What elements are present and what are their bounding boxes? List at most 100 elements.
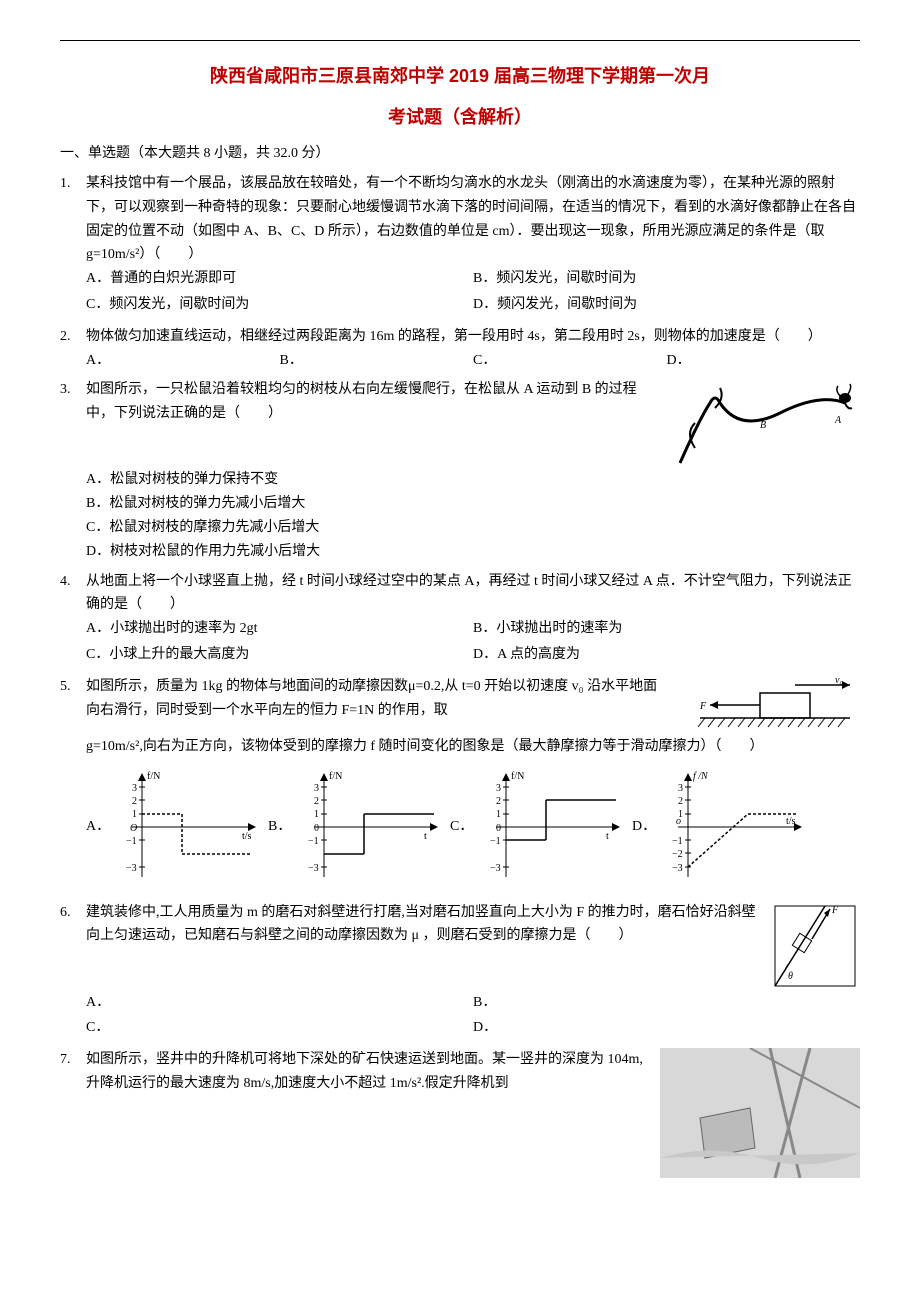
svg-text:3: 3 [132, 783, 137, 794]
q5-text2: g=10m/s²,向右为正方向，该物体受到的摩擦力 f 随时间变化的图象是（最大… [86, 735, 860, 759]
q5-chart-b-icon: f/N t 3 2 1 0 −1 −3 [294, 767, 444, 887]
svg-text:F: F [831, 905, 839, 916]
svg-text:−3: −3 [672, 863, 683, 874]
q4-opt-c: C．小球上升的最大高度为 [86, 643, 473, 667]
svg-text:−1: −1 [308, 836, 319, 847]
question-5: 5. 如图所示，质量为 1kg 的物体与地面间的动摩擦因数μ=0.2,从 t=0… [60, 675, 860, 895]
q5-opt-c: C． [450, 815, 470, 839]
question-4: 4. 从地面上将一个小球竖直上抛，经 t 时间小球经过空中的某点 A，再经过 t… [60, 570, 860, 669]
q3-opt-d: D．树枝对松鼠的作用力先减小后增大 [86, 540, 860, 564]
svg-text:F: F [699, 701, 707, 712]
question-1: 1. 某科技馆中有一个展品，该展品放在较暗处，有一个不断均匀滴水的水龙头（刚滴出… [60, 172, 860, 319]
q4-opt-d: D．A 点的高度为 [473, 643, 860, 667]
q4-text: 从地面上将一个小球竖直上抛，经 t 时间小球经过空中的某点 A，再经过 t 时间… [86, 570, 860, 618]
q2-opt-d: D． [667, 349, 861, 373]
q5-chart-d-icon: f /N t/s 3 2 1 o −1 −2 −3 [658, 767, 808, 887]
svg-text:−3: −3 [308, 863, 319, 874]
q6-opt-a: A． [86, 991, 473, 1015]
svg-text:f/N: f/N [511, 771, 524, 782]
q7-number: 7. [60, 1048, 86, 1072]
svg-text:3: 3 [678, 783, 683, 794]
svg-text:0: 0 [314, 823, 319, 834]
q3-opt-c: C．松鼠对树枝的摩擦力先减小后增大 [86, 516, 860, 540]
svg-text:−3: −3 [490, 863, 501, 874]
q6-text: 建筑装修中,工人用质量为 m 的磨石对斜壁进行打磨,当对磨石加竖直向上大小为 F… [86, 901, 760, 991]
q1-opt-b: B．频闪发光，间歇时间为 [473, 267, 860, 291]
doc-title-1: 陕西省咸阳市三原县南郊中学 2019 届高三物理下学期第一次月 [60, 61, 860, 92]
svg-text:−1: −1 [490, 836, 501, 847]
q6-figure-icon: F θ [770, 901, 860, 991]
svg-text:f/N: f/N [147, 771, 160, 782]
svg-text:3: 3 [496, 783, 501, 794]
q5-text1: 如图所示，质量为 1kg 的物体与地面间的动摩擦因数μ=0.2,从 t=0 开始… [86, 675, 670, 735]
svg-text:1: 1 [314, 809, 319, 820]
q4-opt-b: B．小球抛出时的速率为 [473, 617, 860, 641]
q3-figure-icon: B A [660, 378, 860, 468]
svg-text:v₀: v₀ [835, 675, 843, 686]
svg-text:θ: θ [788, 971, 793, 982]
svg-text:t/s: t/s [242, 831, 252, 842]
q5-number: 5. [60, 675, 86, 699]
q5-chart-c-icon: f/N t 3 2 1 0 −1 −3 [476, 767, 626, 887]
q2-opt-a: A． [86, 349, 280, 373]
question-7: 7. 如图所示，竖井中的升降机可将地下深处的矿石快速运送到地面。某一竖井的深度为… [60, 1048, 860, 1178]
svg-text:o: o [676, 816, 681, 827]
question-6: 6. 建筑装修中,工人用质量为 m 的磨石对斜壁进行打磨,当对磨石加竖直向上大小… [60, 901, 860, 1043]
q1-opt-d: D．频闪发光，间歇时间为 [473, 293, 860, 317]
svg-text:t: t [606, 831, 609, 842]
q4-opt-a: A．小球抛出时的速率为 2gt [86, 617, 473, 641]
svg-text:0: 0 [496, 823, 501, 834]
svg-text:f /N: f /N [693, 771, 709, 782]
q3-text: 如图所示，一只松鼠沿着较粗均匀的树枝从右向左缓慢爬行，在松鼠从 A 运动到 B … [86, 378, 650, 468]
q2-opt-b: B． [280, 349, 474, 373]
q7-figure-icon [660, 1048, 860, 1178]
q1-options: A．普通的白炽光源即可 B．频闪发光，间歇时间为 C．频闪发光，间歇时间为 D．… [86, 267, 860, 319]
q6-opt-d: D． [473, 1016, 860, 1040]
q1-number: 1. [60, 172, 86, 196]
q4-options: A．小球抛出时的速率为 2gt B．小球抛出时的速率为 C．小球上升的最大高度为… [86, 617, 860, 669]
q5-charts: A． f/N t/s 3 2 1 O −1 −3 B． [86, 767, 860, 887]
q5-chart-a-icon: f/N t/s 3 2 1 O −1 −3 [112, 767, 262, 887]
q6-opt-c: C． [86, 1016, 473, 1040]
svg-text:2: 2 [496, 796, 501, 807]
q1-opt-c: C．频闪发光，间歇时间为 [86, 293, 473, 317]
q3-opt-b: B．松鼠对树枝的弹力先减小后增大 [86, 492, 860, 516]
q3-opt-a: A．松鼠对树枝的弹力保持不变 [86, 468, 860, 492]
q5-opt-a: A． [86, 815, 106, 839]
question-3: 3. 如图所示，一只松鼠沿着较粗均匀的树枝从右向左缓慢爬行，在松鼠从 A 运动到… [60, 378, 860, 563]
svg-text:−3: −3 [126, 863, 137, 874]
q6-options: A． B． C． D． [86, 991, 860, 1043]
q5-opt-d: D． [632, 815, 652, 839]
svg-text:O: O [130, 823, 137, 834]
svg-text:2: 2 [678, 796, 683, 807]
section-heading: 一、单选题（本大题共 8 小题，共 32.0 分） [60, 142, 860, 166]
svg-text:t/s: t/s [786, 816, 796, 827]
q6-number: 6. [60, 901, 86, 925]
q4-number: 4. [60, 570, 86, 594]
svg-text:f/N: f/N [329, 771, 342, 782]
q2-options: A． B． C． D． [86, 349, 860, 373]
svg-text:−1: −1 [672, 836, 683, 847]
q7-text: 如图所示，竖井中的升降机可将地下深处的矿石快速运送到地面。某一竖井的深度为 10… [86, 1048, 650, 1178]
q2-number: 2. [60, 325, 86, 349]
svg-text:A: A [834, 415, 842, 426]
q6-opt-b: B． [473, 991, 860, 1015]
svg-text:t: t [424, 831, 427, 842]
q2-opt-c: C． [473, 349, 667, 373]
svg-text:2: 2 [132, 796, 137, 807]
doc-title-2: 考试题（含解析） [60, 102, 860, 133]
question-2: 2. 物体做匀加速直线运动，相继经过两段距离为 16m 的路程，第一段用时 4s… [60, 325, 860, 373]
q1-text: 某科技馆中有一个展品，该展品放在较暗处，有一个不断均匀滴水的水龙头（刚滴出的水滴… [86, 172, 860, 267]
svg-text:−2: −2 [672, 849, 683, 860]
top-rule [60, 40, 860, 41]
svg-text:2: 2 [314, 796, 319, 807]
svg-text:1: 1 [496, 809, 501, 820]
q2-text: 物体做匀加速直线运动，相继经过两段距离为 16m 的路程，第一段用时 4s，第二… [86, 325, 860, 349]
svg-text:−1: −1 [126, 836, 137, 847]
q1-opt-a: A．普通的白炽光源即可 [86, 267, 473, 291]
q5-opt-b: B． [268, 815, 288, 839]
svg-text:3: 3 [314, 783, 319, 794]
svg-text:B: B [760, 420, 766, 431]
svg-text:1: 1 [132, 809, 137, 820]
q3-number: 3. [60, 378, 86, 402]
